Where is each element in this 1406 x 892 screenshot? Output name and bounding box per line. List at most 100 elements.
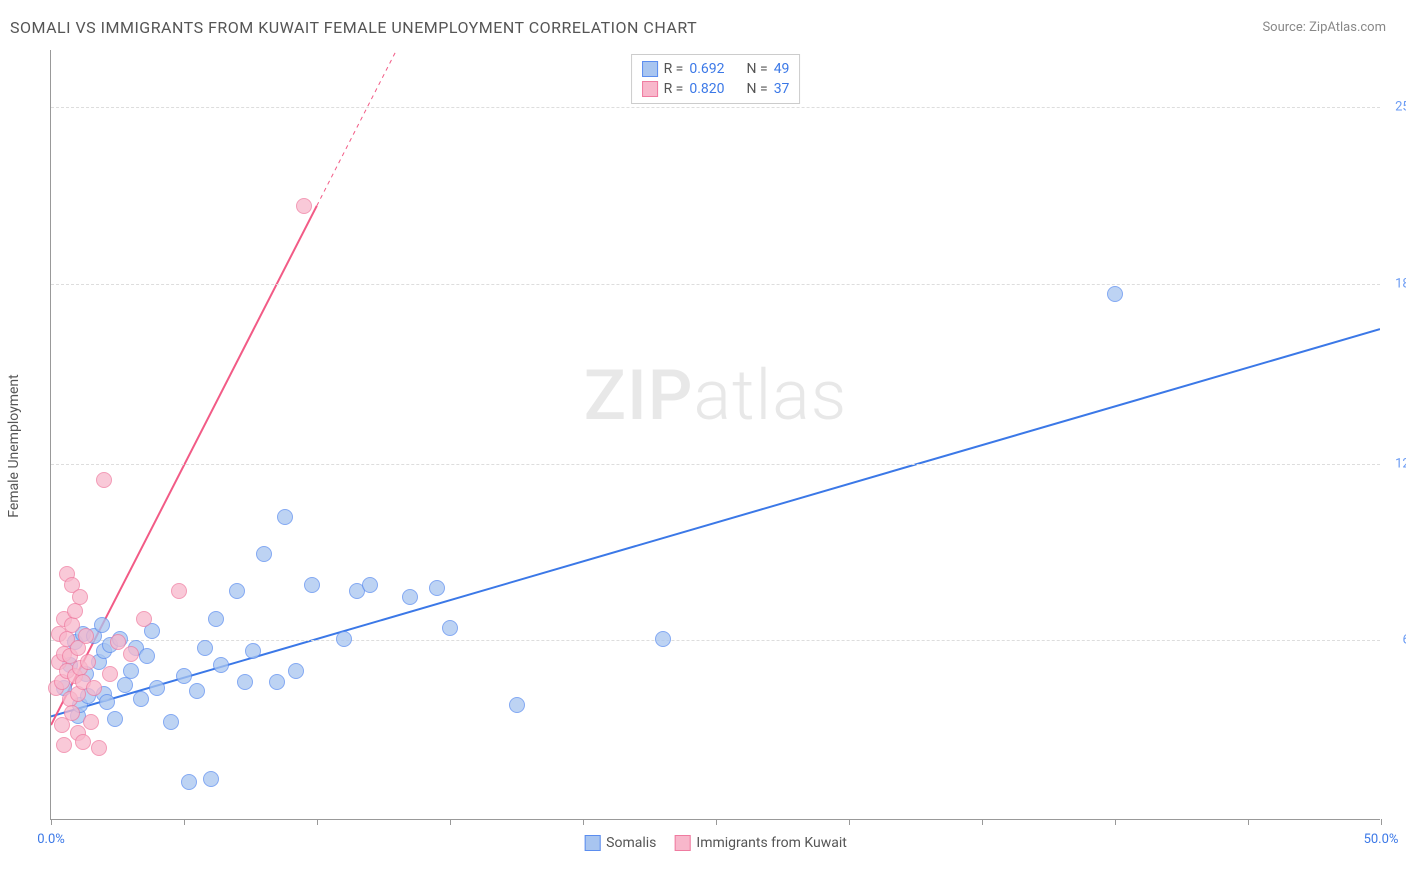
legend-swatch [642, 61, 658, 77]
n-label: N = [747, 61, 768, 77]
x-tick [317, 819, 318, 825]
plot-area: ZIPatlas R =0.692N =49R =0.820N =37 Soma… [50, 50, 1380, 820]
y-tick-label: 25.0% [1385, 100, 1406, 115]
data-point [229, 583, 245, 599]
x-tick [716, 819, 717, 825]
legend-swatch [584, 835, 600, 851]
legend-label: Somalis [606, 835, 656, 851]
data-point [80, 654, 96, 670]
chart-title: SOMALI VS IMMIGRANTS FROM KUWAIT FEMALE … [10, 18, 697, 37]
data-point [402, 589, 418, 605]
data-point [86, 680, 102, 696]
data-point [296, 198, 312, 214]
data-point [72, 589, 88, 605]
data-point [509, 697, 525, 713]
n-value: 49 [774, 61, 790, 77]
data-point [256, 546, 272, 562]
y-tick-label: 12.5% [1385, 456, 1406, 471]
watermark-light: atlas [693, 355, 847, 437]
data-point [67, 603, 83, 619]
x-tick [184, 819, 185, 825]
data-point [139, 648, 155, 664]
data-point [94, 617, 110, 633]
chart-container: SOMALI VS IMMIGRANTS FROM KUWAIT FEMALE … [0, 0, 1406, 892]
data-point [64, 617, 80, 633]
source-label: Source: [1262, 20, 1305, 35]
gridline [51, 640, 1380, 641]
data-point [189, 683, 205, 699]
trendlines-svg [51, 50, 1380, 819]
data-point [277, 509, 293, 525]
r-value: 0.820 [689, 81, 724, 97]
y-axis-label: Female Unemployment [6, 374, 22, 518]
x-tick [1115, 819, 1116, 825]
legend-stat-row: R = 0.820 N = 37 [642, 79, 790, 99]
data-point [117, 677, 133, 693]
r-label: R = [664, 61, 684, 77]
data-point [133, 691, 149, 707]
legend-item: Immigrants from Kuwait [674, 835, 846, 851]
data-point [288, 663, 304, 679]
data-point [91, 740, 107, 756]
data-point [78, 628, 94, 644]
trend-line-dashed [317, 50, 397, 206]
x-tick [982, 819, 983, 825]
data-point [64, 705, 80, 721]
gridline [51, 464, 1380, 465]
legend-label: Immigrants from Kuwait [696, 835, 846, 851]
data-point [181, 774, 197, 790]
x-tick [51, 819, 52, 825]
data-point [336, 631, 352, 647]
data-point [110, 634, 126, 650]
data-point [362, 577, 378, 593]
source-link[interactable]: ZipAtlas.com [1309, 20, 1386, 35]
data-point [269, 674, 285, 690]
data-point [96, 472, 112, 488]
legend-stat-row: R = 0.692 N = 49 [642, 59, 790, 79]
data-point [136, 611, 152, 627]
data-point [107, 711, 123, 727]
header-row: SOMALI VS IMMIGRANTS FROM KUWAIT FEMALE … [10, 18, 1386, 37]
series-legend: Somalis Immigrants from Kuwait [584, 835, 847, 851]
r-value: 0.692 [689, 61, 724, 77]
legend-item: Somalis [584, 835, 656, 851]
data-point [655, 631, 671, 647]
data-point [176, 668, 192, 684]
data-point [56, 737, 72, 753]
data-point [197, 640, 213, 656]
data-point [213, 657, 229, 673]
data-point [123, 663, 139, 679]
data-point [208, 611, 224, 627]
legend-swatch [642, 81, 658, 97]
x-tick [849, 819, 850, 825]
correlation-legend: R = 0.692 N = 49 R = 0.820 N = 37 [631, 54, 801, 104]
data-point [102, 666, 118, 682]
data-point [75, 734, 91, 750]
x-tick-label: 0.0% [37, 832, 65, 847]
x-tick [583, 819, 584, 825]
n-value: 37 [774, 81, 790, 97]
watermark: ZIPatlas [584, 355, 848, 437]
data-point [429, 580, 445, 596]
x-tick [1381, 819, 1382, 825]
y-tick-label: 6.3% [1385, 633, 1406, 648]
data-point [171, 583, 187, 599]
n-label: N = [747, 81, 768, 97]
data-point [123, 646, 139, 662]
legend-swatch [674, 835, 690, 851]
x-tick [450, 819, 451, 825]
watermark-bold: ZIP [584, 355, 694, 437]
gridline [51, 284, 1380, 285]
y-tick-label: 18.8% [1385, 276, 1406, 291]
r-label: R = [664, 81, 684, 97]
gridline [51, 107, 1380, 108]
x-tick-label: 50.0% [1364, 832, 1399, 847]
data-point [83, 714, 99, 730]
data-point [237, 674, 253, 690]
data-point [203, 771, 219, 787]
data-point [245, 643, 261, 659]
x-tick [1248, 819, 1249, 825]
data-point [99, 694, 115, 710]
data-point [304, 577, 320, 593]
source-attribution: Source: ZipAtlas.com [1262, 20, 1386, 35]
